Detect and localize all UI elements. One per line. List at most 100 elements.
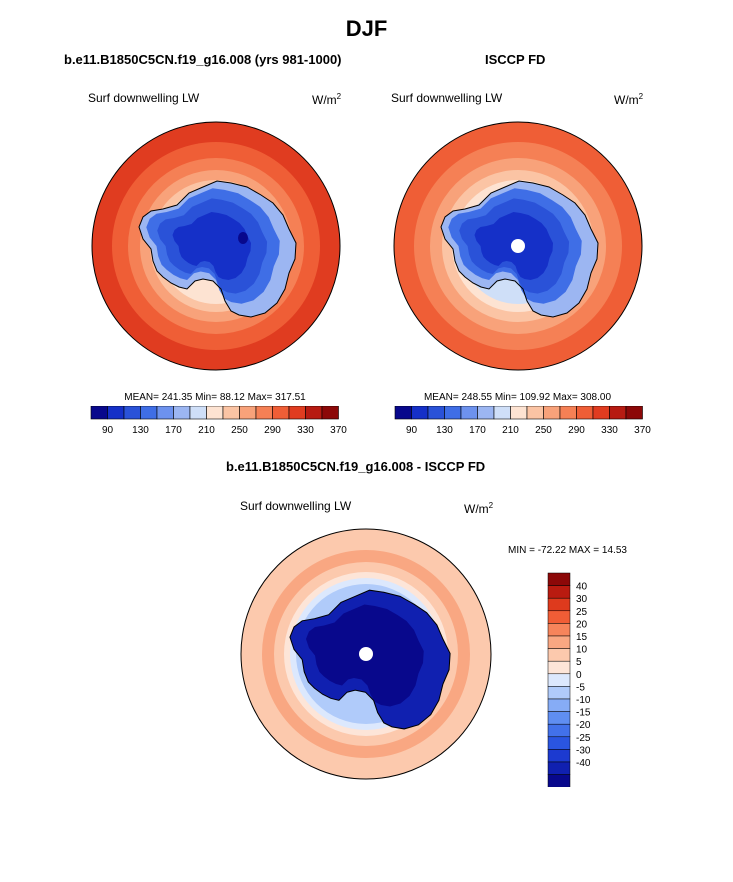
colorbar-box (107, 406, 125, 420)
colorbar-box (477, 406, 495, 420)
colorbar-box (547, 635, 571, 649)
colorbar-box (543, 406, 561, 420)
diff-units-text: W/m (464, 502, 489, 516)
colorbar-tick-label: 330 (297, 425, 314, 436)
model-panel-title: b.e11.B1850C5CN.f19_g16.008 (yrs 981-100… (64, 52, 342, 67)
colorbar-box (547, 572, 571, 586)
diff-pole-missing (359, 647, 373, 661)
colorbar-tick-label: 25 (576, 607, 588, 618)
contour-band (172, 212, 251, 280)
colorbar-box (272, 406, 290, 420)
colorbar-box (547, 698, 571, 712)
colorbar-tick-label: 5 (576, 657, 582, 668)
colorbar-box (222, 406, 240, 420)
model-units-text: W/m (312, 93, 337, 107)
colorbar-box (547, 736, 571, 750)
colorbar-tick-label: 170 (469, 425, 486, 436)
colorbar-tick-label: 290 (568, 425, 585, 436)
obs-map (393, 121, 643, 371)
colorbar-box (547, 660, 571, 675)
obs-map-border (393, 121, 643, 371)
colorbar-box (156, 406, 174, 420)
colorbar-tick-label: 370 (330, 425, 347, 436)
figure-title: DJF (345, 16, 388, 41)
colorbar-tick-label: -20 (576, 720, 591, 731)
colorbar-tick-label: 30 (576, 594, 588, 605)
colorbar-box (123, 406, 141, 420)
model-map (91, 121, 341, 371)
diff-units-sup: 2 (488, 501, 494, 510)
colorbar-box (609, 406, 627, 420)
model-units-sup: 2 (336, 92, 342, 101)
model-colorbar-labels: 90 130 170 210 250 290 330 370 (102, 425, 347, 436)
colorbar-tick-label: 10 (576, 645, 588, 656)
colorbar-tick-label: 330 (601, 425, 618, 436)
colorbar-box (547, 648, 571, 662)
colorbar-tick-label: 20 (576, 619, 588, 630)
colorbar-box (444, 406, 462, 420)
colorbar-tick-label: 210 (198, 425, 215, 436)
colorbar-tick-label: 90 (406, 425, 418, 436)
colorbar-box (90, 406, 108, 420)
obs-continent (440, 180, 599, 318)
colorbar-tick-label: -10 (576, 695, 591, 706)
colorbar-box (288, 406, 306, 420)
obs-units-text: W/m (614, 93, 639, 107)
colorbar-box (547, 723, 571, 738)
colorbar-box (206, 406, 224, 420)
diff-variable-label: Surf downwelling LW (240, 499, 352, 513)
colorbar-box (427, 406, 445, 420)
colorbar-tick-label: 130 (436, 425, 453, 436)
colorbar-box (547, 673, 571, 687)
colorbar-box (493, 406, 511, 420)
diff-panel-title: b.e11.B1850C5CN.f19_g16.008 - ISCCP FD (226, 459, 486, 474)
obs-colorbar-boxes (394, 406, 643, 420)
colorbar-box (547, 711, 571, 725)
colorbar-box (173, 406, 191, 420)
model-colorbar-boxes (90, 406, 339, 420)
diff-map (240, 528, 492, 780)
colorbar-box (189, 406, 207, 420)
colorbar-tick-label: 0 (576, 670, 582, 681)
colorbar-tick-label: -5 (576, 682, 585, 693)
model-stats: MEAN= 241.35 Min= 88.12 Max= 317.51 (124, 392, 306, 403)
colorbar-box (547, 610, 571, 624)
colorbar-box (625, 406, 643, 420)
model-units-label: W/m2 (312, 92, 341, 107)
obs-units-label: W/m2 (614, 92, 643, 107)
colorbar-tick-label: 40 (576, 582, 588, 593)
colorbar-tick-label: 250 (535, 425, 552, 436)
colorbar-tick-label: 15 (576, 632, 588, 643)
colorbar-box (547, 761, 571, 775)
colorbar-box (547, 585, 571, 599)
model-variable-label: Surf downwelling LW (88, 91, 200, 105)
colorbar-box (140, 406, 158, 420)
obs-colorbar-labels: 90 130 170 210 250 290 330 370 (406, 425, 651, 436)
colorbar-box (394, 406, 412, 420)
model-map-rings (92, 122, 340, 370)
diff-units-label: W/m2 (464, 501, 493, 516)
colorbar-box (526, 406, 544, 420)
colorbar-tick-label: 290 (264, 425, 281, 436)
contour-band (238, 232, 248, 244)
diff-map-border (240, 528, 492, 780)
obs-units-sup: 2 (638, 92, 644, 101)
colorbar-box (305, 406, 323, 420)
colorbar-box (547, 686, 571, 700)
obs-colorbar: 90 130 170 210 250 290 330 370 (394, 406, 651, 436)
obs-panel-title: ISCCP FD (485, 52, 546, 67)
colorbar-box (321, 406, 339, 420)
obs-pole-missing (511, 239, 525, 253)
colorbar-tick-label: 90 (102, 425, 114, 436)
model-map-border (91, 121, 341, 371)
colorbar-tick-label: 210 (502, 425, 519, 436)
colorbar-tick-label: -15 (576, 708, 591, 719)
obs-stats: MEAN= 248.55 Min= 109.92 Max= 308.00 (423, 392, 612, 403)
colorbar-box (411, 406, 429, 420)
colorbar-box (547, 597, 571, 612)
obs-variable-label: Surf downwelling LW (391, 91, 503, 105)
colorbar-box (255, 406, 273, 420)
colorbar-box (547, 623, 571, 637)
